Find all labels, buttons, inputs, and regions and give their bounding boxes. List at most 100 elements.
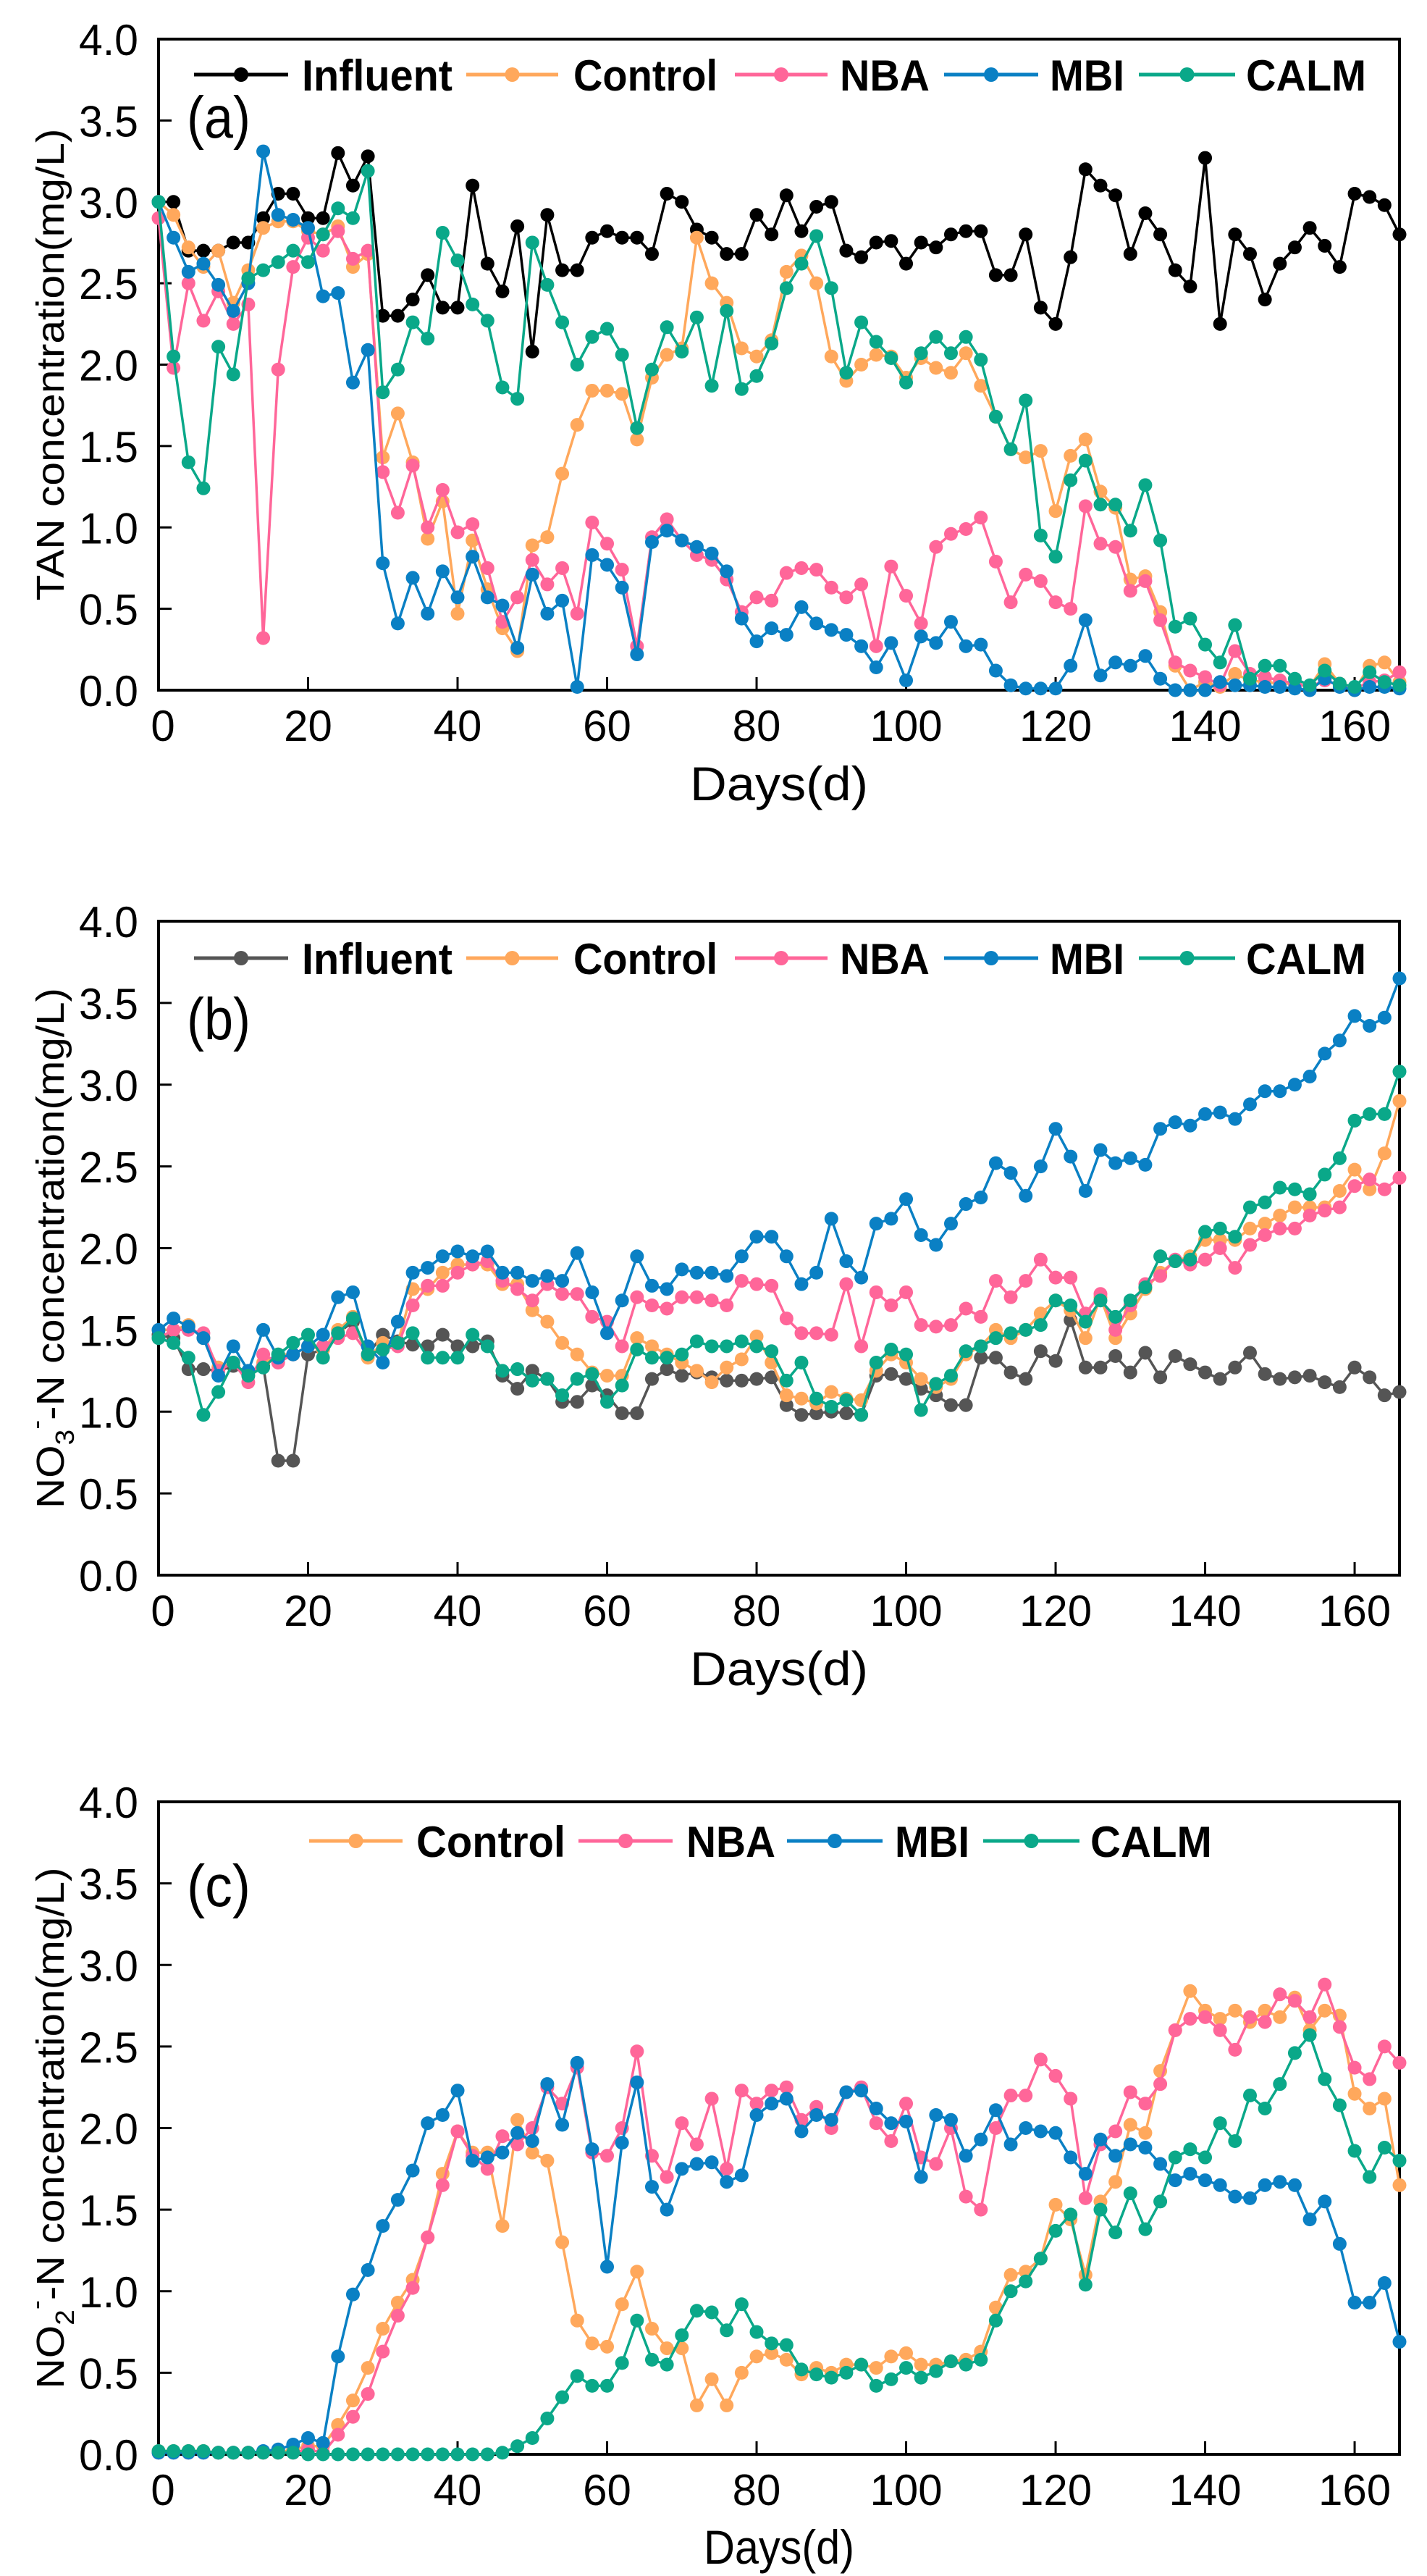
y-tick-label: 4.0 [79, 1779, 138, 1827]
data-point-mbi [689, 1265, 704, 1280]
data-point-mbi [914, 1228, 928, 1242]
data-point-mbi [765, 2097, 779, 2111]
legend-item-mbi: MBI [787, 1818, 969, 1866]
data-point-nba [1318, 1204, 1332, 1218]
data-point-mbi [1302, 2212, 1317, 2227]
data-point-mbi [1183, 2167, 1197, 2181]
data-point-nba [704, 1293, 719, 1308]
data-point-influent [704, 230, 719, 245]
data-point-mbi [1258, 680, 1272, 695]
data-point-nba [585, 1309, 599, 1324]
data-point-nba [405, 458, 420, 473]
data-point-influent [1392, 227, 1407, 242]
data-point-influent [1332, 1380, 1347, 1394]
y-label-superscript: - [21, 1420, 51, 1430]
data-point-calm [331, 1326, 345, 1341]
data-point-nba [824, 1327, 838, 1342]
data-point-mbi [1287, 681, 1302, 696]
data-point-influent [615, 230, 629, 245]
data-point-calm [899, 375, 914, 390]
data-point-calm [570, 358, 584, 372]
chart-panel-c: 0 20 40 60 80 100 120 140 160 0.0 0.5 1.0 1.5 2.0 2.5 3… [21, 1779, 1407, 2574]
data-point-control [1287, 1200, 1302, 1214]
data-point-influent [1302, 221, 1317, 235]
data-point-calm [644, 1351, 659, 1365]
data-point-mbi [1033, 2124, 1048, 2139]
y-axis-label: NO2--N concentration(mg/L) [21, 1868, 80, 2389]
data-point-mbi [779, 628, 794, 642]
y-tick-label: 3.0 [79, 179, 138, 227]
data-point-mbi [1003, 2137, 1018, 2152]
data-point-calm [1108, 1309, 1123, 1324]
data-point-mbi [704, 2155, 719, 2170]
series-line-control [157, 201, 1401, 692]
data-point-control [1064, 448, 1078, 463]
data-point-calm [1064, 2207, 1078, 2222]
data-point-control [689, 1364, 704, 1378]
y-tick-label: 1.0 [79, 1388, 138, 1437]
data-point-nba [151, 211, 166, 225]
data-point-calm [689, 1334, 704, 1348]
data-point-influent [809, 1406, 824, 1421]
data-point-calm [779, 2338, 794, 2352]
data-point-calm [720, 2323, 734, 2338]
data-point-mbi [331, 286, 345, 301]
data-point-calm [809, 1391, 824, 1406]
data-point-influent [1287, 1370, 1302, 1385]
data-point-mbi [211, 1369, 226, 1383]
data-point-mbi [1183, 683, 1197, 697]
data-point-mbi [988, 1156, 1003, 1170]
data-point-nba [600, 2149, 615, 2163]
data-point-nba [256, 631, 271, 645]
data-point-nba [555, 561, 570, 575]
data-point-calm [480, 1339, 494, 1354]
data-point-influent [405, 293, 420, 307]
data-point-nba [1347, 2060, 1362, 2075]
data-point-calm [1213, 2116, 1227, 2131]
data-point-nba [1019, 2088, 1033, 2102]
data-point-calm [1003, 442, 1018, 456]
data-point-mbi [495, 598, 510, 613]
data-point-calm [405, 315, 420, 330]
data-point-nba [167, 1322, 181, 1337]
data-point-control [914, 1372, 928, 1386]
data-point-calm [869, 1356, 883, 1370]
data-point-nba [495, 2129, 510, 2144]
y-tick-label: 3.0 [79, 1062, 138, 1110]
data-point-influent [1198, 151, 1213, 165]
data-point-mbi [1258, 1084, 1272, 1099]
data-point-influent [884, 1367, 898, 1381]
data-point-influent [675, 1369, 689, 1383]
data-point-influent [959, 1398, 973, 1412]
data-point-calm [196, 1408, 211, 1422]
data-point-mbi [390, 616, 405, 631]
data-point-influent [525, 1364, 539, 1378]
data-point-mbi [555, 1274, 570, 1288]
data-point-nba [988, 2121, 1003, 2135]
legend-label: Influent [302, 935, 452, 983]
data-point-calm [749, 369, 764, 383]
data-point-mbi [525, 1274, 539, 1288]
data-point-mbi [854, 1270, 869, 1285]
y-tick-label: 2.0 [79, 342, 138, 390]
x-tick-label: 0 [151, 702, 174, 750]
data-point-influent [615, 1406, 629, 1421]
data-point-nba [1168, 2023, 1182, 2037]
data-point-influent [720, 247, 734, 261]
data-point-nba [1302, 1208, 1317, 1222]
data-point-mbi [1213, 675, 1227, 689]
data-point-calm [1093, 2202, 1108, 2217]
data-point-control [1258, 1217, 1272, 1231]
data-point-calm [1093, 498, 1108, 512]
data-point-mbi [615, 580, 629, 595]
data-point-nba [675, 1290, 689, 1304]
data-point-nba [630, 2044, 644, 2059]
data-point-mbi [1183, 1118, 1197, 1133]
x-tick-label: 120 [1019, 2466, 1092, 2514]
data-point-calm [1108, 498, 1123, 512]
data-point-calm [1302, 2028, 1317, 2042]
data-point-mbi [675, 2162, 689, 2176]
data-point-calm [405, 1326, 420, 1341]
data-point-calm [1003, 2284, 1018, 2299]
data-point-calm [316, 227, 330, 242]
